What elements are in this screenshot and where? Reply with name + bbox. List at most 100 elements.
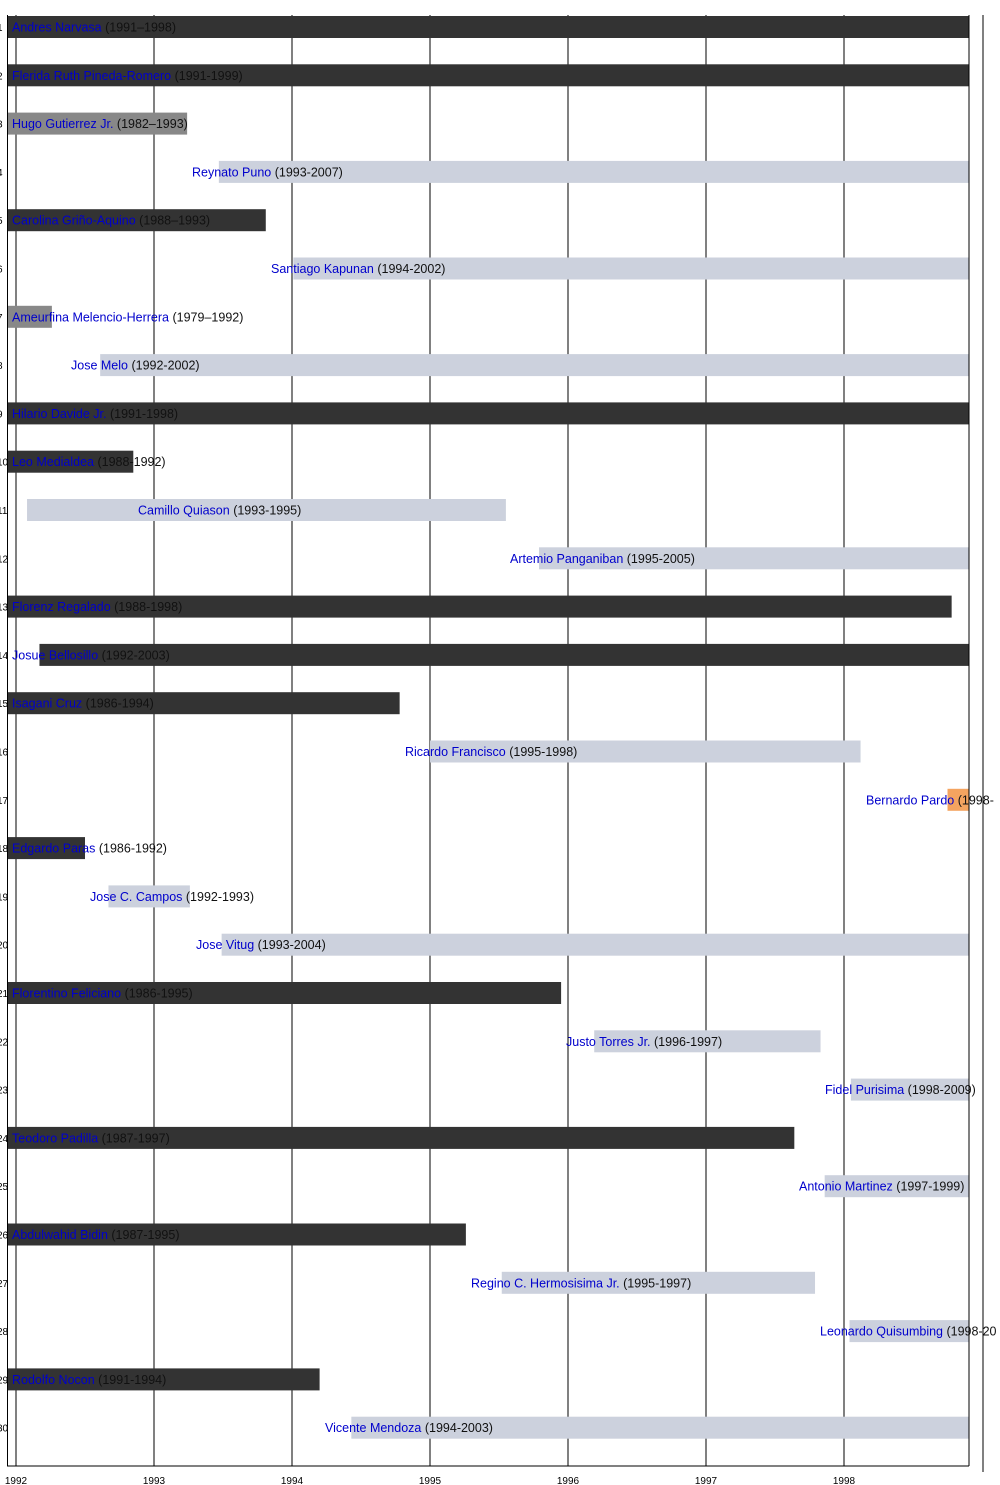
justice-name-link[interactable]: Andres Narvasa <box>12 21 102 35</box>
term-dates: (1991-1994) <box>95 1373 167 1387</box>
justice-name-link[interactable]: Hugo Gutierrez Jr. <box>12 117 113 131</box>
x-tick-label: 1995 <box>419 1476 442 1485</box>
justice-name-link[interactable]: Artemio Panganiban <box>510 552 623 566</box>
bar-label: Isagani Cruz (1986-1994) <box>12 697 154 711</box>
term-dates: (1988-1992) <box>94 455 166 469</box>
justice-name-link[interactable]: Edgardo Paras <box>12 842 95 856</box>
row-number: 28 <box>0 1327 9 1338</box>
bar-leo-medialdea <box>7 450 134 473</box>
bar-ameurfina-melencio-herrera <box>7 305 52 328</box>
row-number: 4 <box>0 168 3 179</box>
term-dates: (1986-1995) <box>121 987 193 1001</box>
justice-name-link[interactable]: Justo Torres Jr. <box>566 1035 651 1049</box>
bar-santiago-kapunan <box>293 257 969 280</box>
justice-name-link[interactable]: Jose Vitug <box>196 938 254 952</box>
bar-label: Antonio Martinez (1997-1999) <box>799 1180 964 1194</box>
justice-name-link[interactable]: Reynato Puno <box>192 165 271 179</box>
bar-label: Vicente Mendoza (1994-2003) <box>325 1421 493 1435</box>
row-number: 12 <box>0 554 9 565</box>
bar-label: Reynato Puno (1993-2007) <box>192 165 343 179</box>
justice-name-link[interactable]: Leonardo Quisumbing <box>820 1325 943 1339</box>
justice-name-link[interactable]: Camillo Quiason <box>138 504 230 518</box>
x-tick-label: 1996 <box>557 1476 580 1485</box>
justice-name-link[interactable]: Antonio Martinez <box>799 1180 893 1194</box>
row-number: 25 <box>0 1182 9 1193</box>
bar-carolina-gri-o-aquino <box>7 209 266 232</box>
x-tick-label: 1993 <box>143 1476 166 1485</box>
term-dates: (1998-20 <box>943 1325 997 1339</box>
row-number: 7 <box>0 313 3 324</box>
justice-name-link[interactable]: Carolina Griño-Aquino <box>12 214 136 228</box>
justice-name-link[interactable]: Florentino Feliciano <box>12 987 121 1001</box>
x-tick-label: 1992 <box>5 1476 28 1485</box>
justice-name-link[interactable]: Regino C. Hermosisima Jr. <box>471 1276 620 1290</box>
row-number: 21 <box>0 989 9 1000</box>
bar-label: Jose Vitug (1993-2004) <box>196 938 326 952</box>
bar-antonio-martinez <box>824 1175 969 1198</box>
term-dates: (1986-1992) <box>95 842 167 856</box>
row-number: 27 <box>0 1279 9 1290</box>
justice-name-link[interactable]: Josue Bellosillo <box>12 648 98 662</box>
row-number: 8 <box>0 361 3 372</box>
term-dates: (1993-2004) <box>254 938 326 952</box>
justice-name-link[interactable]: Jose Melo <box>71 359 128 373</box>
term-dates: (1991-1998) <box>106 407 178 421</box>
term-dates: (1994-2002) <box>374 262 446 276</box>
justice-name-link[interactable]: Jose C. Campos <box>90 890 182 904</box>
justice-name-link[interactable]: Ameurfina Melencio-Herrera <box>12 310 169 324</box>
term-dates: (1992-1993) <box>182 890 254 904</box>
bar-jose-melo <box>100 354 970 377</box>
bar-label: Hugo Gutierrez Jr. (1982–1993) <box>12 117 188 131</box>
bar-label: Florenz Regalado (1988-1998) <box>12 600 182 614</box>
bar-label: Jose Melo (1992-2002) <box>71 359 200 373</box>
justice-name-link[interactable]: Isagani Cruz <box>12 697 82 711</box>
row-number: 13 <box>0 603 9 614</box>
bar-label: Rodolfo Nocon (1991-1994) <box>12 1373 166 1387</box>
justice-name-link[interactable]: Rodolfo Nocon <box>12 1373 95 1387</box>
justice-name-link[interactable]: Florenz Regalado <box>12 600 111 614</box>
row-number: 5 <box>0 216 3 227</box>
bar-label: Abdulwahid Bidin (1987-1995) <box>12 1228 179 1242</box>
justice-name-link[interactable]: Flerida Ruth Pineda-Romero <box>12 69 171 83</box>
bar-ricardo-francisco <box>430 740 861 763</box>
bar-label: Leo Medialdea (1988-1992) <box>12 455 166 469</box>
row-number: 11 <box>0 506 8 517</box>
row-number: 29 <box>0 1375 9 1386</box>
justice-name-link[interactable]: Hilario Davide Jr. <box>12 407 106 421</box>
term-dates: (1988–1993) <box>136 214 210 228</box>
term-dates: (1996-1997) <box>651 1035 723 1049</box>
justice-name-link[interactable]: Bernardo Pardo <box>866 793 954 807</box>
justice-name-link[interactable]: Ricardo Francisco <box>405 745 506 759</box>
bar-label: Ameurfina Melencio-Herrera (1979–1992) <box>12 310 243 324</box>
bar-justo-torres-jr- <box>594 1030 821 1053</box>
bar-label: Justo Torres Jr. (1996-1997) <box>566 1035 722 1049</box>
term-dates: (1995-2005) <box>623 552 695 566</box>
justice-name-link[interactable]: Vicente Mendoza <box>325 1421 421 1435</box>
justice-name-link[interactable]: Fidel Purisima <box>825 1083 904 1097</box>
term-dates: (1993-2007) <box>271 165 343 179</box>
bar-isagani-cruz <box>7 692 400 715</box>
bar-label: Hilario Davide Jr. (1991-1998) <box>12 407 178 421</box>
row-number: 30 <box>0 1424 9 1435</box>
bar-label: Teodoro Padilla (1987-1997) <box>12 1131 170 1145</box>
axes: 1992 1993 1994 1995 1996 1997 1998 <box>5 15 984 1485</box>
bar-label: Regino C. Hermosisima Jr. (1995-1997) <box>471 1276 691 1290</box>
term-dates: (1997-1999) <box>893 1180 965 1194</box>
row-number: 22 <box>0 1037 9 1048</box>
row-number: 6 <box>0 265 3 276</box>
bar-flerida-ruth-pineda-romero <box>7 64 969 87</box>
bar-label: Ricardo Francisco (1995-1998) <box>405 745 577 759</box>
bar-label: Edgardo Paras (1986-1992) <box>12 842 167 856</box>
justice-name-link[interactable]: Abdulwahid Bidin <box>12 1228 108 1242</box>
justice-name-link[interactable]: Leo Medialdea <box>12 455 94 469</box>
justice-name-link[interactable]: Teodoro Padilla <box>12 1131 98 1145</box>
justice-name-link[interactable]: Santiago Kapunan <box>271 262 374 276</box>
row-number: 2 <box>0 71 3 82</box>
bar-label: Fidel Purisima (1998-2009) <box>825 1083 976 1097</box>
x-tick-label: 1997 <box>695 1476 718 1485</box>
bar-fidel-purisima <box>850 1078 969 1101</box>
bars <box>7 16 970 1439</box>
row-number: 3 <box>0 120 3 131</box>
term-dates: (1987-1995) <box>108 1228 180 1242</box>
